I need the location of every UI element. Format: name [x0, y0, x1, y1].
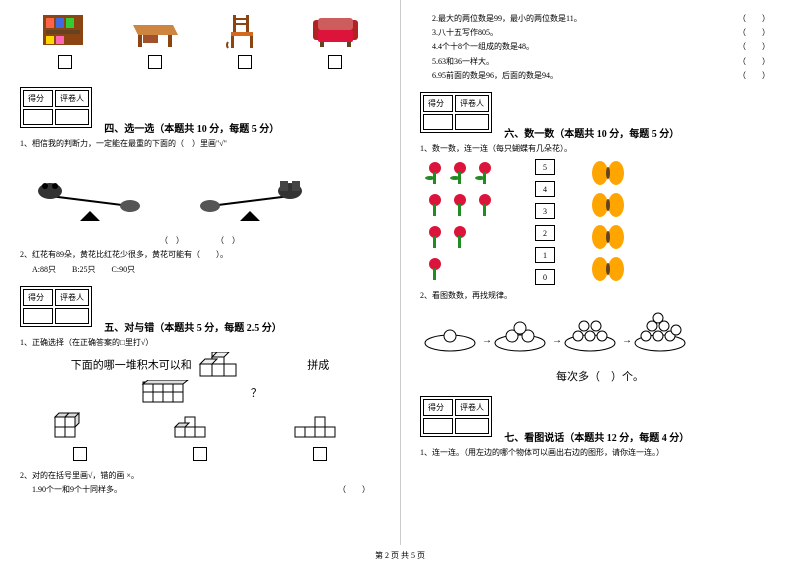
plates-pattern-image: → → → — [420, 308, 720, 358]
block-opt-3-icon — [290, 412, 350, 442]
flower-row-1 — [420, 158, 520, 188]
paren: （ ） — [738, 41, 770, 52]
blocks-options-row — [20, 412, 380, 466]
section-6-title: 六、数一数（本题共 10 分，每题 5 分） — [504, 125, 679, 140]
q4-1-options: （ ） （ ） — [20, 235, 380, 246]
q5-1: 1、正确选择（在正确答案的□里打√） — [20, 337, 380, 348]
furniture-desk — [128, 10, 183, 74]
flower-row-4 — [420, 254, 520, 284]
paren: （ ） — [738, 13, 770, 24]
section-5-title: 五、对与错（本题共 5 分，每题 2.5 分） — [104, 319, 282, 334]
section-7-title: 七、看图说话（本题共 12 分，每题 4 分） — [504, 429, 689, 444]
balance-scale-image — [20, 156, 340, 226]
chair-icon — [218, 10, 273, 50]
q5-2: 2、对的在括号里画√，错的画 ×。 — [20, 470, 380, 481]
svg-text:→: → — [622, 335, 632, 346]
checkbox[interactable] — [238, 55, 252, 69]
paren: （ ） — [338, 484, 370, 495]
score-box-5: 得分评卷人 — [20, 286, 92, 327]
flower-column — [420, 158, 530, 286]
num-box-1: 1 — [535, 247, 555, 263]
q5-1-text-a: 下面的哪一堆积木可以和 — [71, 359, 192, 371]
butterfly-3 — [560, 222, 660, 252]
flower-row-3 — [420, 222, 520, 252]
q6-2: 2、看图数数，再找规律。 — [420, 290, 780, 301]
score-box-6: 得分评卷人 — [420, 92, 492, 133]
score-box-7: 得分评卷人 — [420, 396, 492, 437]
desk-icon — [128, 10, 183, 50]
q7-1: 1、连一连。（用左边的哪个物体可以画出右边的图形，请你连一连。） — [420, 447, 780, 458]
right-column: 2.最大的两位数是99，最小的两位数是11。（ ） 3.八十五写作805。（ ）… — [400, 0, 800, 545]
q4-2: 2、红花有89朵，黄花比红花少很多，黄花可能有（ ）。 — [20, 249, 380, 260]
num-box-5: 5 — [535, 159, 555, 175]
q5-2-6: 6.95前面的数是96，后面的数是94。（ ） — [432, 70, 780, 81]
block-option-2 — [170, 412, 230, 466]
number-boxes-column: 5 4 3 2 1 0 — [530, 158, 560, 286]
q5-1-text-b: 拼成 — [307, 359, 329, 371]
butterfly-2 — [560, 190, 660, 220]
svg-text:→: → — [482, 335, 492, 346]
block-option-1 — [50, 412, 110, 466]
butterfly-4 — [560, 254, 660, 284]
checkbox[interactable] — [193, 447, 207, 461]
butterfly-column — [560, 158, 670, 286]
flower-butterfly-layout: 5 4 3 2 1 0 — [420, 158, 780, 286]
num-box-0: 0 — [535, 269, 555, 285]
furniture-row — [20, 10, 380, 74]
furniture-sofa — [308, 10, 363, 74]
furniture-chair — [218, 10, 273, 74]
section-4-title: 四、选一选（本题共 10 分，每题 5 分） — [104, 120, 279, 135]
score-label: 得分 — [423, 399, 453, 416]
blocks-target-1 — [195, 352, 305, 380]
bookshelf-icon — [38, 10, 93, 50]
q6-1: 1、数一数，连一连（每只蝴蝶有几朵花）。 — [420, 143, 780, 154]
paren: （ ） — [738, 70, 770, 81]
score-label: 得分 — [23, 289, 53, 306]
block-opt-2-icon — [170, 412, 230, 442]
block-opt-1-icon — [50, 412, 110, 442]
checkbox[interactable] — [328, 55, 342, 69]
blocks-target-2 — [138, 380, 248, 408]
q5-2-4: 4.4个十8个一组成的数是48。（ ） — [432, 41, 780, 52]
q4-1: 1、相信我的判断力，一定能在最重的下面的（ ）里画"√" — [20, 138, 380, 149]
grader-label: 评卷人 — [55, 90, 89, 107]
block-option-3 — [290, 412, 350, 466]
q5-2-5: 5.63和36一样大。（ ） — [432, 56, 780, 67]
flower-row-2 — [420, 190, 520, 220]
svg-text:→: → — [552, 335, 562, 346]
furniture-bookshelf — [38, 10, 93, 74]
num-box-4: 4 — [535, 181, 555, 197]
num-box-3: 3 — [535, 203, 555, 219]
q5-2-3: 3.八十五写作805。（ ） — [432, 27, 780, 38]
grader-label: 评卷人 — [455, 95, 489, 112]
q5-2-2: 2.最大的两位数是99，最小的两位数是11。（ ） — [432, 13, 780, 24]
left-column: 得分评卷人 四、选一选（本题共 10 分，每题 5 分） 1、相信我的判断力，一… — [0, 0, 400, 545]
paren: （ ） — [738, 56, 770, 67]
score-label: 得分 — [23, 90, 53, 107]
page-footer: 第 2 页 共 5 页 — [0, 545, 800, 561]
checkbox[interactable] — [313, 447, 327, 461]
checkbox[interactable] — [73, 447, 87, 461]
checkbox[interactable] — [58, 55, 72, 69]
q6-2-text: 每次多（ ）个。 — [420, 368, 780, 384]
grader-label: 评卷人 — [55, 289, 89, 306]
checkbox[interactable] — [148, 55, 162, 69]
num-box-2: 2 — [535, 225, 555, 241]
sofa-icon — [308, 10, 363, 50]
grader-label: 评卷人 — [455, 399, 489, 416]
score-label: 得分 — [423, 95, 453, 112]
butterfly-1 — [560, 158, 660, 188]
q5-1-text-c: ？ — [251, 387, 262, 399]
paren: （ ） — [738, 27, 770, 38]
q5-1-blocks-question: 下面的哪一堆积木可以和 拼成 ？ — [20, 352, 380, 408]
score-box-4: 得分评卷人 — [20, 87, 92, 128]
q4-2-options: A:88只 B:25只 C:90只 — [32, 264, 380, 275]
q5-2-1: 1.90个一和9个十同样多。（ ） — [32, 484, 380, 495]
